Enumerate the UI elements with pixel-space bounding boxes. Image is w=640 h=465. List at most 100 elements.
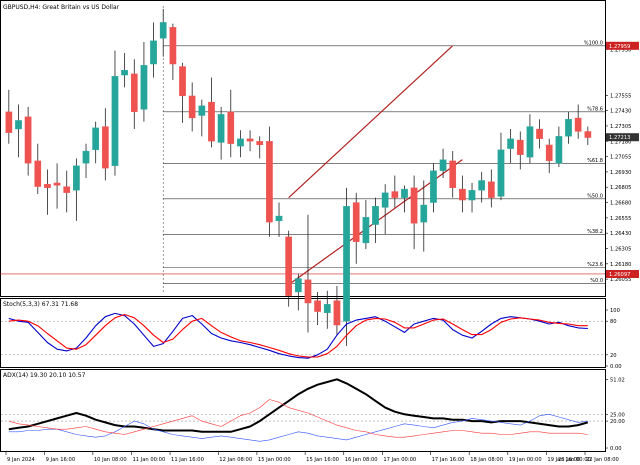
candle (314, 292, 321, 326)
candle-body (101, 126, 109, 169)
candle (159, 8, 167, 57)
stoch-pane-frame (0, 298, 606, 368)
candle-body (256, 141, 264, 146)
stoch-series-d (8, 313, 588, 358)
channel-upper-line (288, 45, 454, 199)
candle-body (372, 206, 379, 225)
main-levels (0, 6, 605, 292)
candle (53, 163, 61, 209)
candle (430, 163, 437, 213)
candle (256, 136, 264, 159)
candle (362, 200, 370, 250)
adx-tick-label: 25.00 (610, 412, 625, 418)
candle-body (468, 190, 476, 201)
candle (584, 126, 592, 145)
price-tick-label: 1.26555 (610, 216, 631, 222)
candle-body (333, 300, 341, 326)
candle (73, 158, 80, 221)
candle (121, 53, 128, 88)
price-tick-label: 1.26930 (610, 170, 631, 176)
candle-body (53, 182, 61, 186)
time-tick-label: 15 Jan 16:00 (306, 457, 339, 463)
candle-body (381, 192, 389, 208)
current-price-box (606, 133, 639, 142)
fib-level-label: %100.0 (584, 40, 603, 46)
fib-level-label: %61.8 (587, 158, 603, 164)
price-tick-label: 1.26430 (610, 231, 631, 237)
main-pane-frame (0, 0, 606, 297)
candle-body (574, 117, 582, 132)
low-price-box (606, 269, 639, 278)
adx-tick-label: 20.00 (610, 419, 625, 425)
candle-body (198, 105, 206, 116)
candle-body (314, 300, 321, 312)
adx-series-minus_di (8, 399, 588, 438)
candle-body (82, 150, 90, 164)
candle-body (439, 159, 447, 171)
candle-body (140, 65, 148, 110)
candle-body (227, 111, 235, 144)
candle (179, 62, 186, 123)
candle-body (150, 40, 157, 65)
candle (101, 108, 109, 181)
price-tick-label: 1.26680 (610, 201, 631, 207)
candle-body (565, 119, 572, 137)
candle-body (130, 73, 138, 112)
fib-level-label: %78.6 (587, 106, 603, 112)
candle (150, 22, 157, 78)
time-tick-label: 19 Jan 00:00 (509, 457, 542, 463)
stoch-series-k (8, 312, 588, 359)
candle (526, 114, 534, 164)
time-tick-label: 23 Jan 00:00 (558, 457, 591, 463)
candle-body (285, 236, 293, 296)
candle (169, 23, 177, 80)
price-axis: 1.27930 1.27555 1.27430 1.27305 1.27180 1.270… (605, 41, 639, 283)
candle-body (304, 279, 312, 304)
candle-body (34, 160, 42, 187)
time-tick-label: 17 Jan 00:00 (383, 457, 416, 463)
chart-title: GBPUSD,H4: Great Britain vs US Dollar (3, 4, 120, 11)
candle (44, 169, 51, 215)
candle-body (266, 141, 273, 223)
candle (574, 104, 582, 139)
time-axis: 9 Jan 2024 9 Jan 16:00 10 Jan 08:00 11 Jan … (5, 452, 619, 463)
candle (237, 130, 244, 158)
candle (545, 138, 553, 174)
price-tick-label: 1.26305 (610, 246, 631, 252)
candle (217, 106, 225, 160)
candle-body (545, 144, 553, 162)
time-tick-label: 10 Jan 08:00 (94, 457, 127, 463)
candle (555, 126, 563, 167)
candle-body (584, 131, 592, 138)
candle (111, 50, 119, 176)
time-tick-label: 11 Jan 00:00 (132, 457, 165, 463)
candle-body (294, 278, 302, 293)
candle (468, 182, 476, 213)
adx-tick-label: 0.00 (610, 446, 622, 452)
candle-body (5, 111, 13, 133)
candle (198, 99, 206, 137)
fib-labels: %100.0 %78.6 %61.8 %50.0 %38.2 %23.6 %0.0 (584, 40, 603, 284)
candle (5, 89, 13, 144)
candle (391, 175, 399, 208)
candle-body (487, 181, 495, 198)
candle-body (420, 204, 428, 223)
candle-body (343, 206, 350, 322)
price-tick-label: 1.27055 (610, 155, 631, 161)
stochastic-oscillator: 100 80 20 0.00 (1, 308, 622, 370)
time-tick-label: 17 Jan 16:00 (432, 457, 465, 463)
candle-body (323, 304, 331, 313)
candle-body (246, 138, 254, 142)
candle-body (217, 114, 225, 143)
candle-body (391, 191, 399, 198)
candle (294, 273, 302, 311)
candle-body (179, 66, 186, 97)
price-tick-label: 1.26805 (610, 185, 631, 191)
adx-tick-label: 51.02 (610, 377, 625, 383)
candle-body (159, 22, 167, 39)
stoch-tick-label: 0.00 (610, 364, 622, 370)
fib-top-price-box (606, 41, 639, 50)
candle (130, 59, 138, 130)
candle-body (92, 127, 100, 150)
